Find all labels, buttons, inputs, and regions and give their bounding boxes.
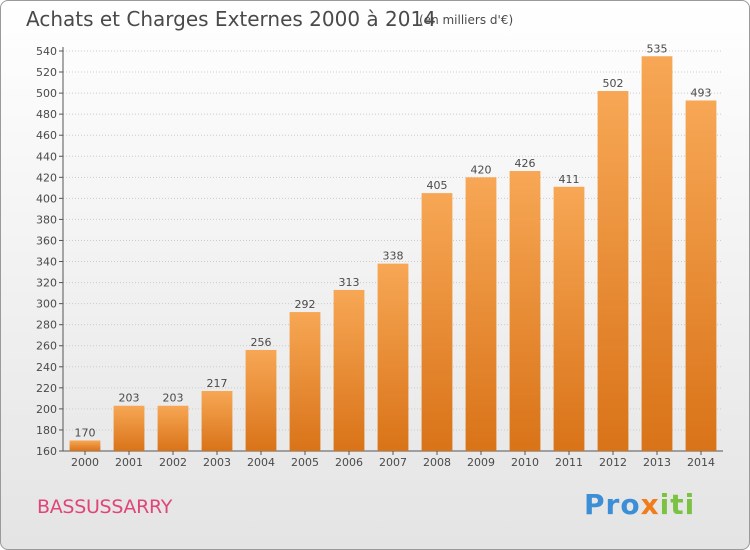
bar-value-label: 203 [119, 392, 140, 405]
x-tick-label: 2006 [335, 456, 363, 469]
bar-value-label: 170 [75, 426, 96, 439]
y-tick-label: 440 [36, 150, 57, 163]
y-tick-label: 260 [36, 340, 57, 353]
bar [377, 263, 409, 451]
x-tick-label: 2010 [511, 456, 539, 469]
x-tick-label: 2001 [115, 456, 143, 469]
y-tick-label: 220 [36, 382, 57, 395]
bar-value-label: 411 [559, 173, 580, 186]
bar-value-label: 313 [339, 276, 360, 289]
x-tick-label: 2009 [467, 456, 495, 469]
y-tick-label: 340 [36, 256, 57, 269]
x-tick-label: 2013 [643, 456, 671, 469]
bar [69, 440, 101, 451]
bar-value-label: 338 [383, 250, 404, 263]
y-tick-label: 420 [36, 171, 57, 184]
bar-value-label: 502 [603, 77, 624, 90]
bar [641, 56, 673, 452]
y-tick-label: 240 [36, 361, 57, 374]
bar-value-label: 420 [471, 163, 492, 176]
y-tick-label: 280 [36, 319, 57, 332]
x-tick-label: 2002 [159, 456, 187, 469]
proxiti-logo[interactable]: Proxiti [584, 488, 695, 521]
x-tick-label: 2014 [687, 456, 715, 469]
x-tick-label: 2011 [555, 456, 583, 469]
logo-part-3: iti [659, 488, 696, 521]
y-tick-label: 160 [36, 445, 57, 458]
bar-value-label: 405 [427, 179, 448, 192]
y-tick-label: 380 [36, 213, 57, 226]
bar-value-label: 292 [295, 298, 316, 311]
bar [597, 91, 629, 451]
logo-part-1: Pro [584, 488, 641, 521]
bar-value-label: 426 [515, 157, 536, 170]
bar [245, 349, 277, 451]
y-tick-label: 320 [36, 277, 57, 290]
bar [509, 171, 541, 451]
x-tick-label: 2012 [599, 456, 627, 469]
y-tick-label: 520 [36, 66, 57, 79]
bar [421, 193, 453, 451]
y-tick-label: 200 [36, 403, 57, 416]
y-tick-label: 500 [36, 87, 57, 100]
bar-value-label: 203 [163, 392, 184, 405]
x-tick-label: 2007 [379, 456, 407, 469]
bar [553, 186, 585, 451]
bar-value-label: 256 [251, 336, 272, 349]
x-tick-label: 2000 [71, 456, 99, 469]
bar [113, 405, 145, 451]
bar [289, 312, 321, 451]
chart-title: Achats et Charges Externes 2000 à 2014 [26, 7, 436, 31]
x-tick-label: 2003 [203, 456, 231, 469]
bar-value-label: 535 [647, 42, 668, 55]
bars: 170 203 203 217 256 292 313 338 405 420 426 411 502 5… [69, 42, 717, 452]
y-tick-label: 400 [36, 192, 57, 205]
bar [465, 177, 497, 451]
place-name: BASSUSSARRY [37, 496, 173, 518]
y-tick-label: 180 [36, 424, 57, 437]
bar-value-label: 217 [207, 377, 228, 390]
bar [157, 405, 189, 451]
bar [333, 289, 365, 451]
bar [201, 391, 233, 451]
y-tick-label: 480 [36, 108, 57, 121]
chart-subtitle: (en milliers d'€) [419, 13, 514, 27]
axes: 160 180 200 220 240 260 280 300 320 340 360 380 400 4… [36, 45, 723, 469]
y-tick-label: 540 [36, 45, 57, 58]
logo-part-2: x [640, 488, 660, 521]
x-tick-label: 2008 [423, 456, 451, 469]
x-tick-label: 2005 [291, 456, 319, 469]
y-tick-label: 360 [36, 234, 57, 247]
bar [685, 100, 717, 451]
y-tick-label: 300 [36, 298, 57, 311]
x-tick-label: 2004 [247, 456, 275, 469]
bar-value-label: 493 [691, 86, 712, 99]
y-tick-label: 460 [36, 129, 57, 142]
